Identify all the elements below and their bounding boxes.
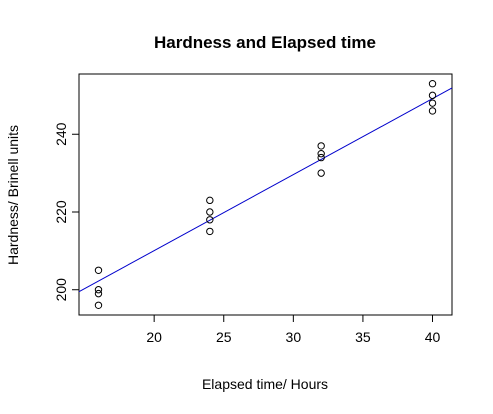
data-point	[428, 80, 437, 88]
data-point	[428, 91, 437, 100]
data-point	[94, 266, 103, 274]
x-axis-label: Elapsed time/ Hours	[202, 376, 328, 392]
data-point	[206, 196, 214, 205]
plot-area-frame	[78, 73, 453, 316]
fit-line-layer	[78, 87, 453, 293]
data-point	[428, 99, 437, 107]
data-point	[317, 169, 325, 177]
points-layer	[94, 80, 437, 309]
x-tick-label: 25	[216, 329, 232, 345]
x-tick-label: 40	[425, 329, 441, 345]
y-axis: 200 220 240	[53, 122, 80, 302]
x-tick-label: 30	[286, 329, 302, 345]
data-point	[206, 216, 214, 224]
y-tick-label: 240	[53, 122, 69, 146]
data-point	[94, 286, 103, 294]
x-tick-label: 35	[355, 329, 371, 345]
regression-line	[78, 87, 453, 293]
data-point	[206, 227, 214, 236]
x-axis: 20 25 30 35 40	[146, 314, 441, 345]
y-tick-label: 200	[53, 278, 69, 302]
x-tick-label: 20	[146, 329, 162, 345]
data-point	[94, 289, 103, 298]
data-point	[317, 142, 325, 150]
chart-title: Hardness and Elapsed time	[154, 33, 376, 52]
data-point	[206, 208, 214, 216]
data-point	[317, 153, 325, 162]
y-tick-label: 220	[53, 200, 69, 224]
data-point	[317, 149, 325, 158]
data-point	[428, 107, 437, 115]
y-axis-label: Hardness/ Brinell units	[5, 125, 21, 265]
data-point	[94, 301, 103, 309]
